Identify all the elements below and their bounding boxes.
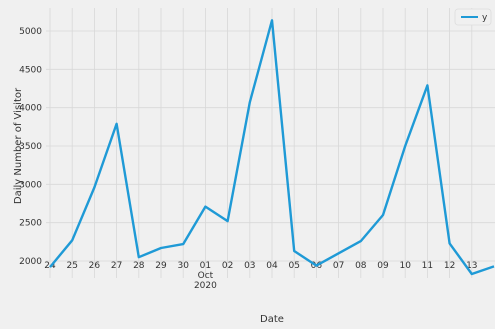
series-layer (49, 19, 495, 276)
y-axis-label: Daily Number of Visitor (13, 87, 24, 204)
x-tick-label: 27 (111, 261, 122, 271)
x-tick-label: 05 (288, 261, 299, 271)
x-tick-label: 13 (466, 261, 477, 271)
x-tick-label: 03 (244, 261, 255, 271)
grid-lines (46, 8, 495, 278)
x-tick-label: 04 (266, 261, 278, 271)
y-tick-label: 4500 (19, 65, 42, 75)
x-tick-label: 25 (66, 261, 77, 271)
y-tick-label: 2500 (19, 219, 42, 229)
x-month-label: Oct (198, 271, 214, 281)
y-tick-label: 3500 (19, 142, 42, 152)
legend: y (454, 8, 492, 26)
x-tick-label: 08 (355, 261, 367, 271)
x-tick-label: 02 (222, 261, 233, 271)
x-tick-label: 26 (89, 261, 101, 271)
x-year-label: 2020 (194, 281, 217, 291)
x-tick-label: 29 (155, 261, 167, 271)
x-tick-label: 11 (422, 261, 433, 271)
x-tick-label: 12 (444, 261, 455, 271)
y-tick-label: 3000 (19, 180, 42, 190)
x-tick-label: 10 (399, 261, 411, 271)
x-tick-label: 01 (200, 261, 211, 271)
legend-label: y (482, 13, 488, 23)
x-tick-label: 07 (333, 261, 344, 271)
x-axis-label: Date (260, 314, 284, 325)
x-tick-label: 28 (133, 261, 145, 271)
y-tick-label: 2000 (19, 257, 42, 267)
y-tick-label: 4000 (19, 104, 42, 114)
x-tick-label: 30 (177, 261, 189, 271)
x-tick-label: 09 (377, 261, 389, 271)
y-tick-label: 5000 (19, 27, 42, 37)
